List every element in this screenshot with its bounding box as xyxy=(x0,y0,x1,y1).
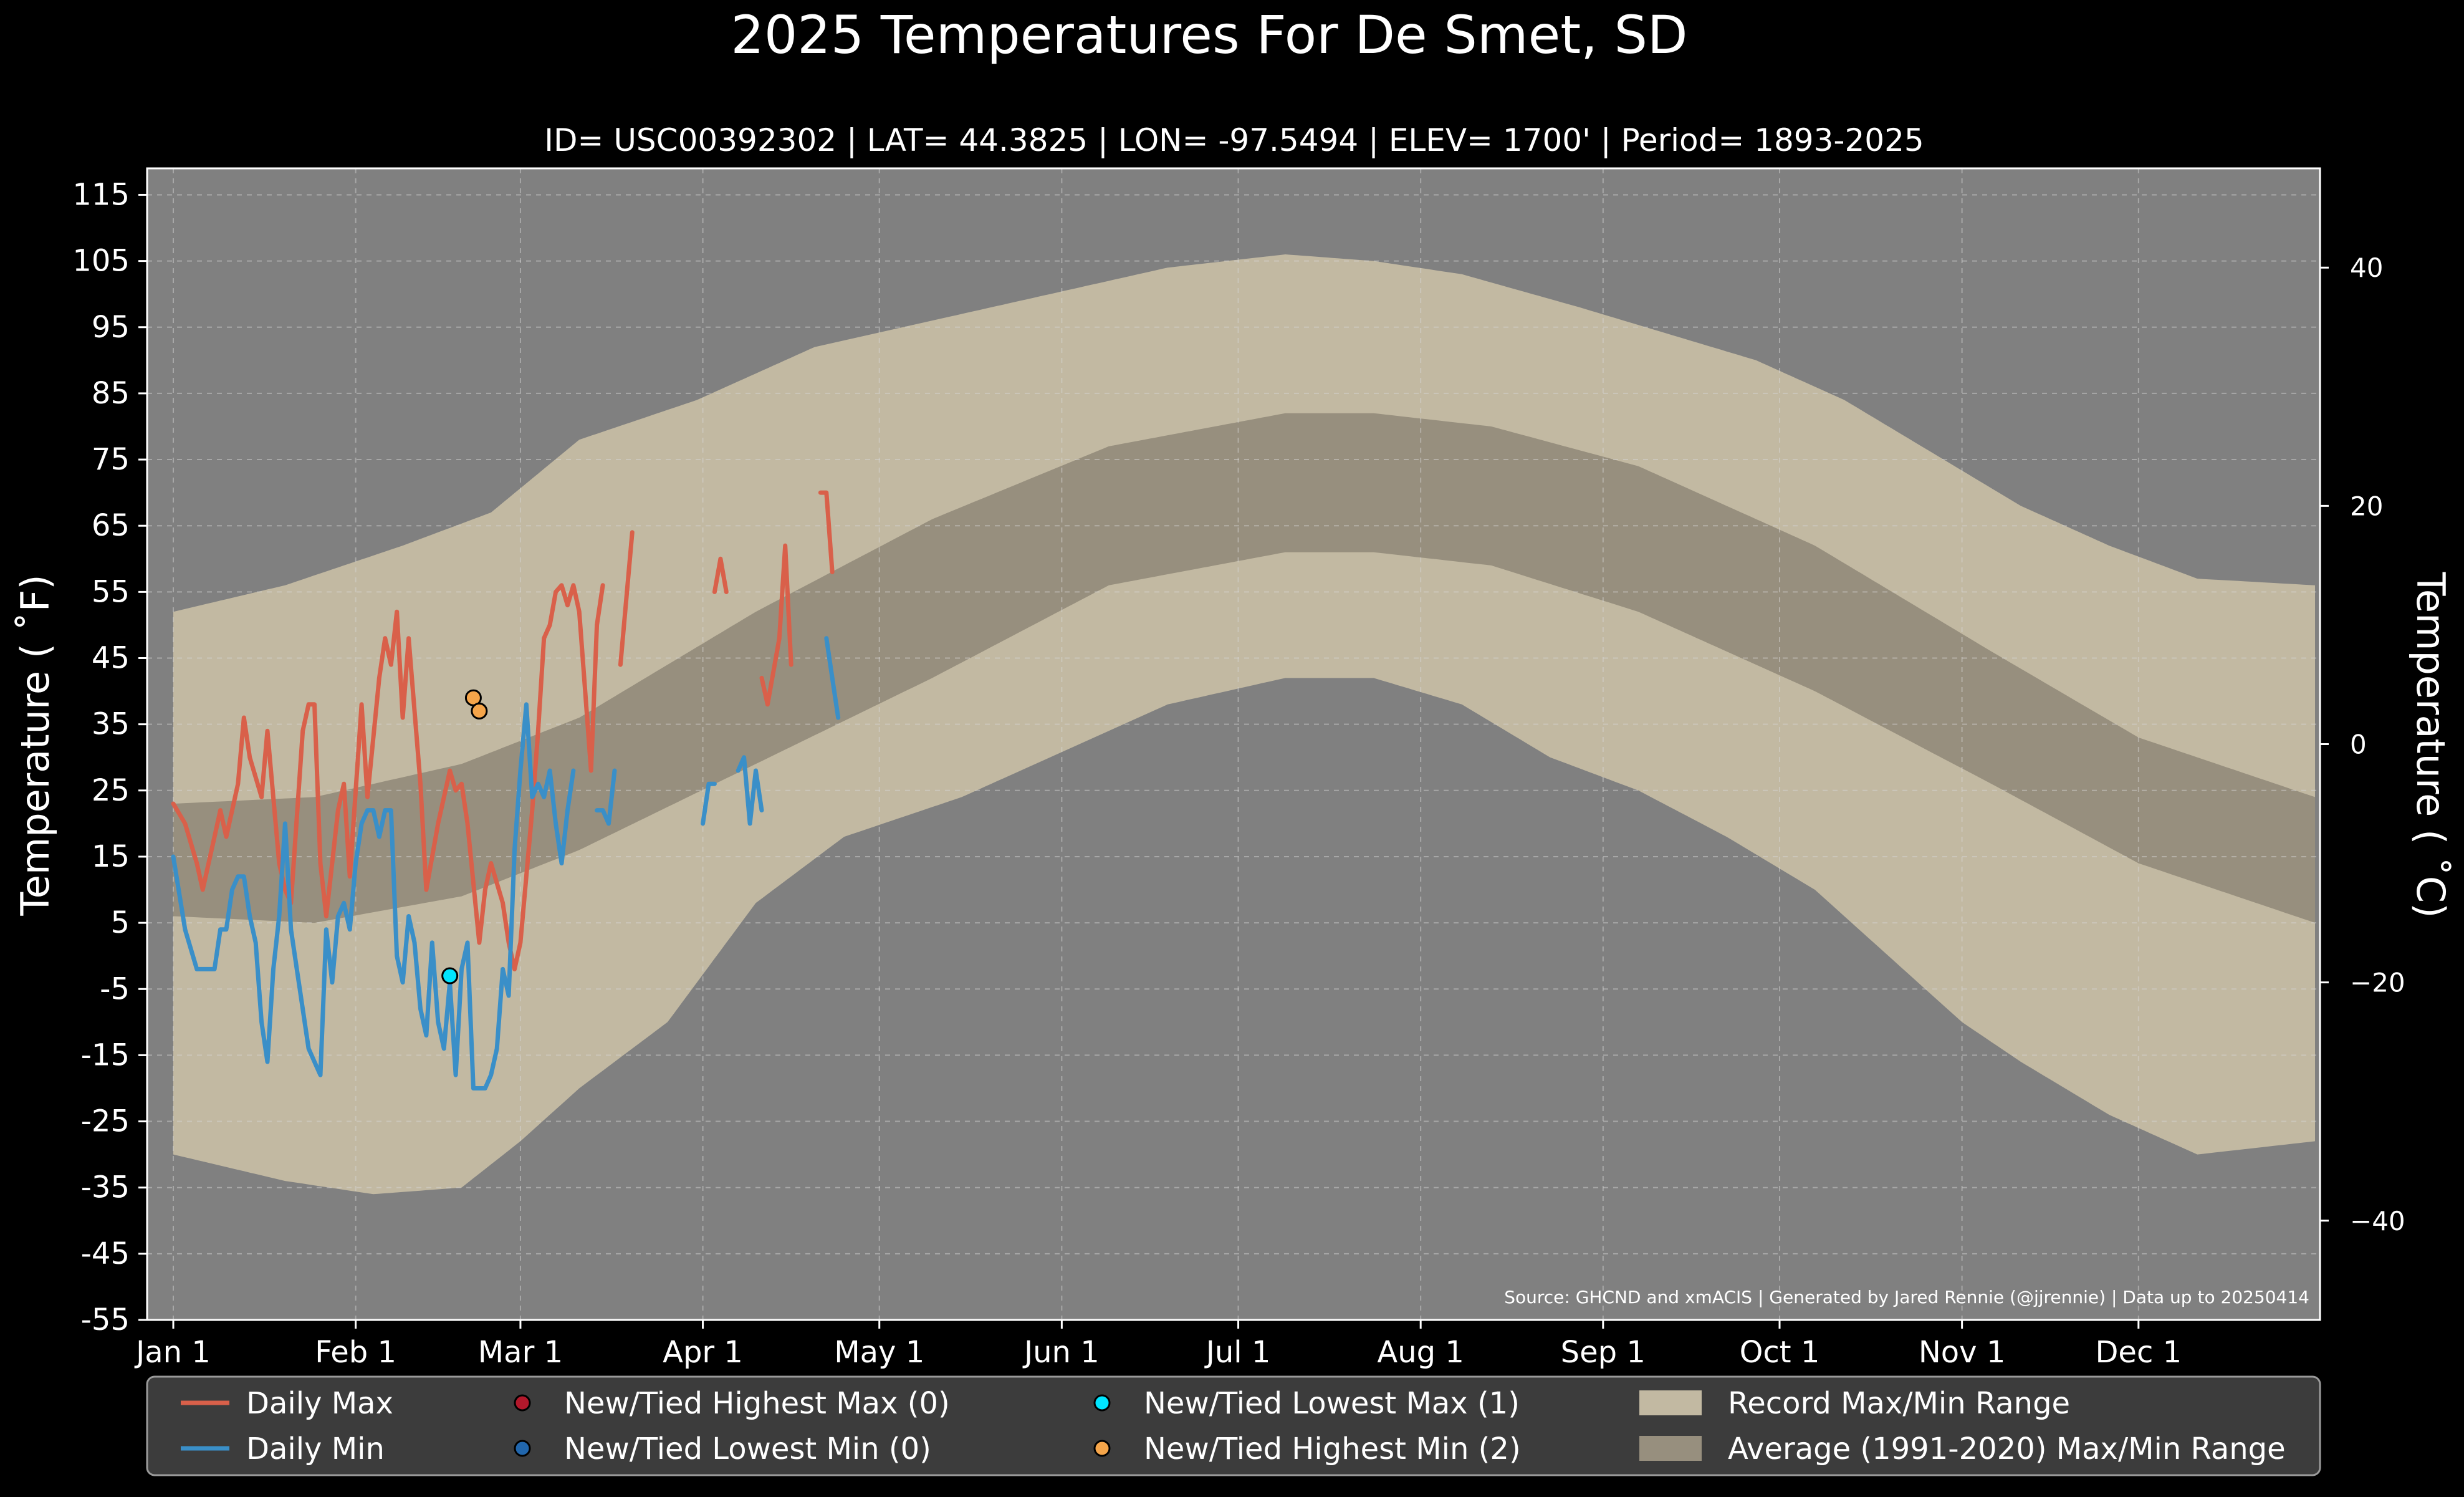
x-tick-label: Jun 1 xyxy=(1022,1335,1100,1370)
legend-label: New/Tied Lowest Min (0) xyxy=(564,1432,931,1466)
x-tick-label: Mar 1 xyxy=(478,1335,563,1370)
series-line-daily-min xyxy=(701,781,717,826)
y-tick-label: -45 xyxy=(81,1236,130,1271)
record-marker xyxy=(441,967,459,984)
legend-box xyxy=(146,1375,2321,1476)
legend-label: Daily Max xyxy=(246,1386,393,1421)
legend-swatch-dot xyxy=(514,1440,531,1457)
x-tick-label: Aug 1 xyxy=(1377,1335,1464,1370)
series-line-daily-min xyxy=(736,755,764,826)
y-tick-label: 25 xyxy=(92,773,130,808)
y-tick-label: 115 xyxy=(72,177,130,212)
y-tick-label: 5 xyxy=(110,905,130,940)
x-tick-label: Oct 1 xyxy=(1740,1335,1820,1370)
series-line-daily-min xyxy=(595,768,617,826)
x-tick-label: Sep 1 xyxy=(1561,1335,1646,1370)
x-tick-label: Dec 1 xyxy=(2095,1335,2182,1370)
y-tick-label: 65 xyxy=(92,508,130,543)
y-tick-label: -5 xyxy=(100,971,130,1006)
y2-tick-label: −40 xyxy=(2350,1206,2405,1236)
series-line-daily-max xyxy=(818,490,835,574)
x-tick-label: Jan 1 xyxy=(134,1335,211,1370)
series-line-daily-max xyxy=(712,556,729,594)
x-tick-label: Apr 1 xyxy=(663,1335,743,1370)
legend-label: Average (1991-2020) Max/Min Range xyxy=(1728,1432,2286,1466)
series-line-daily-max xyxy=(759,543,793,707)
y2-axis-label: Temperature ( ˚C) xyxy=(2408,572,2453,918)
y-tick-label: 55 xyxy=(92,574,130,609)
x-tick-label: Nov 1 xyxy=(1919,1335,2005,1370)
legend-label: Record Max/Min Range xyxy=(1728,1386,2070,1421)
legend-swatch-dot xyxy=(514,1394,531,1412)
y-tick-label: -55 xyxy=(81,1302,130,1337)
y-axis-label: Temperature ( ˚F) xyxy=(12,574,58,916)
chart-subtitle: ID= USC00392302 | LAT= 44.3825 | LON= -9… xyxy=(544,122,1924,158)
y-tick-label: 95 xyxy=(92,310,130,345)
series-line-daily-min xyxy=(171,702,576,1090)
y-tick-label: 45 xyxy=(92,641,130,676)
legend: Daily Max New/Tied Highest Max (0) New/Tie… xyxy=(146,1375,2321,1476)
y-tick-label: 85 xyxy=(92,376,130,411)
source-note: Source: GHCND and xmACIS | Generated by … xyxy=(1504,1287,2309,1307)
chart-title: 2025 Temperatures For De Smet, SD xyxy=(731,4,1687,65)
record-marker xyxy=(471,702,488,720)
x-tick-label: May 1 xyxy=(834,1335,924,1370)
y2-tick-label: 20 xyxy=(2350,491,2383,521)
average-range-band xyxy=(173,413,2315,923)
plot-area: 115 105 95 85 75 65 55 45 35 25 15 5 -5 -15 -25 -35 -45 -… xyxy=(72,167,2405,1370)
y2-tick-label: 40 xyxy=(2350,253,2383,283)
legend-swatch-dot xyxy=(1093,1394,1111,1412)
x-tick-label: Feb 1 xyxy=(315,1335,396,1370)
legend-swatch-dot xyxy=(1093,1440,1111,1457)
legend-label: Daily Min xyxy=(246,1432,385,1466)
legend-swatch-patch xyxy=(1639,1390,1702,1415)
y2-tick-label: 0 xyxy=(2350,729,2367,760)
series-line-daily-max xyxy=(171,583,605,971)
y-tick-label: 35 xyxy=(92,707,130,742)
y-tick-label: -35 xyxy=(81,1170,130,1205)
y-tick-label: -15 xyxy=(81,1037,130,1072)
y-tick-label: 15 xyxy=(92,839,130,874)
y2-tick-label: −20 xyxy=(2350,968,2405,998)
x-tick-label: Jul 1 xyxy=(1204,1335,1271,1370)
legend-label: New/Tied Lowest Max (1) xyxy=(1144,1386,1520,1421)
legend-swatch-patch xyxy=(1639,1436,1702,1461)
legend-label: New/Tied Highest Min (2) xyxy=(1144,1432,1521,1466)
series-line-daily-min xyxy=(824,636,841,720)
y-tick-label: 105 xyxy=(72,244,130,279)
record-range-band xyxy=(173,254,2315,1195)
legend-label: New/Tied Highest Max (0) xyxy=(564,1386,950,1421)
y-tick-label: -25 xyxy=(81,1104,130,1139)
y-tick-label: 75 xyxy=(92,442,130,477)
series-line-daily-max xyxy=(618,530,635,667)
